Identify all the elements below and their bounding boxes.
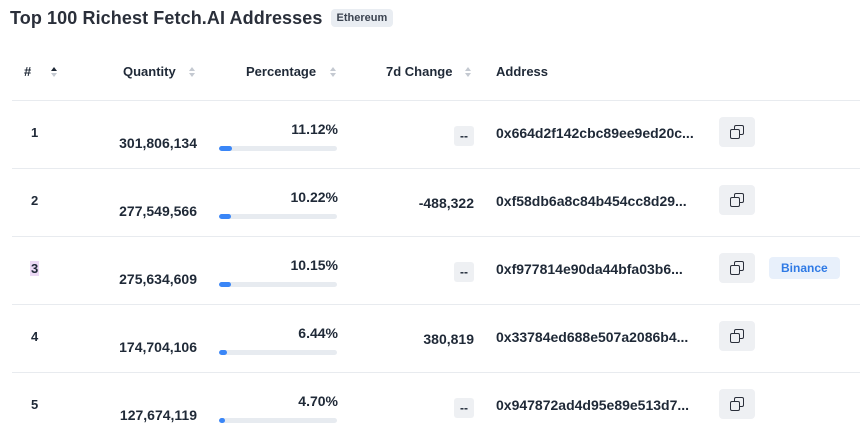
address-link[interactable]: 0xf977814e90da44bfa03b6... (496, 261, 683, 277)
change-cell: -- (454, 262, 474, 282)
percentage-cell: 11.12% (291, 121, 338, 137)
percentage-bar-fill (219, 418, 225, 423)
column-header-quantity[interactable]: Quantity (123, 64, 195, 79)
table-row: 5 127,674,119 4.70% -- 0x947872ad4d95e89e513… (12, 372, 860, 435)
percentage-bar (219, 146, 337, 151)
column-header-percentage[interactable]: Percentage (246, 64, 337, 79)
rank-cell: 1 (31, 125, 39, 140)
percentage-bar (219, 350, 337, 355)
column-header-rank[interactable]: # (24, 64, 58, 79)
column-header-quantity-label: Quantity (123, 64, 176, 79)
table-row: 3 275,634,609 10.15% -- 0xf977814e90da44bfa0… (12, 236, 860, 304)
copy-icon (730, 329, 744, 343)
quantity-cell: 301,806,134 (119, 135, 197, 151)
rank-cell: 4 (31, 329, 39, 344)
address-link[interactable]: 0x664d2f142cbc89ee9ed20c... (496, 125, 694, 141)
copy-button[interactable] (719, 321, 755, 351)
address-link[interactable]: 0xf58db6a8c84b454cc8d29... (496, 193, 687, 209)
sort-icon[interactable] (465, 66, 472, 77)
page-title: Top 100 Richest Fetch.AI Addresses (10, 7, 323, 28)
copy-button[interactable] (719, 389, 755, 419)
column-header-rank-label: # (24, 64, 32, 79)
percentage-cell: 10.15% (290, 257, 338, 273)
rank-cell: 2 (31, 193, 39, 208)
rank-cell: 5 (31, 397, 39, 412)
percentage-bar-fill (219, 282, 231, 287)
address-link[interactable]: 0x33784ed688e507a2086b4... (496, 329, 689, 345)
column-header-7d-change-label: 7d Change (386, 64, 453, 79)
percentage-bar (219, 214, 337, 219)
percentage-bar (219, 418, 337, 423)
percentage-bar (219, 282, 337, 287)
quantity-cell: 277,549,566 (119, 203, 197, 219)
table-row: 4 174,704,106 6.44% 380,819 0x33784ed688e507… (12, 304, 860, 372)
change-cell: -488,322 (418, 195, 474, 211)
change-cell: -- (454, 398, 474, 418)
percentage-bar-fill (219, 146, 233, 151)
quantity-cell: 127,674,119 (119, 407, 197, 423)
copy-icon (730, 193, 744, 207)
address-label-badge[interactable]: Binance (769, 257, 840, 279)
copy-icon (730, 125, 744, 139)
percentage-cell: 10.22% (290, 189, 338, 205)
address-link[interactable]: 0x947872ad4d95e89e513d7... (496, 397, 690, 413)
sort-icon[interactable] (51, 66, 58, 77)
table-row: 2 277,549,566 10.22% -488,322 0xf58db6a8c84b… (12, 168, 860, 236)
column-header-address-label: Address (496, 64, 549, 79)
column-header-7d-change[interactable]: 7d Change (386, 64, 472, 79)
copy-button[interactable] (719, 253, 755, 283)
copy-button[interactable] (719, 117, 755, 147)
percentage-cell: 6.44% (298, 325, 338, 341)
quantity-cell: 174,704,106 (119, 339, 197, 355)
copy-icon (730, 261, 744, 275)
change-cell: -- (454, 126, 474, 146)
table-row: 1 301,806,134 11.12% -- 0x664d2f142cbc89ee9e… (12, 100, 860, 168)
quantity-cell: 275,634,609 (119, 271, 197, 287)
column-header-address: Address (496, 64, 548, 79)
percentage-cell: 4.70% (298, 393, 338, 409)
page-header: Top 100 Richest Fetch.AI Addresses Ether… (10, 6, 394, 30)
table-header: # Quantity Percentage 7d Change Address (0, 56, 860, 90)
copy-button[interactable] (719, 185, 755, 215)
chain-badge: Ethereum (330, 9, 394, 27)
percentage-bar-fill (219, 214, 232, 219)
sort-icon[interactable] (188, 66, 195, 77)
rank-cell: 3 (30, 261, 40, 276)
sort-icon[interactable] (330, 66, 337, 77)
change-cell: 380,819 (423, 331, 474, 347)
copy-icon (730, 397, 744, 411)
column-header-percentage-label: Percentage (246, 64, 317, 79)
percentage-bar-fill (219, 350, 227, 355)
